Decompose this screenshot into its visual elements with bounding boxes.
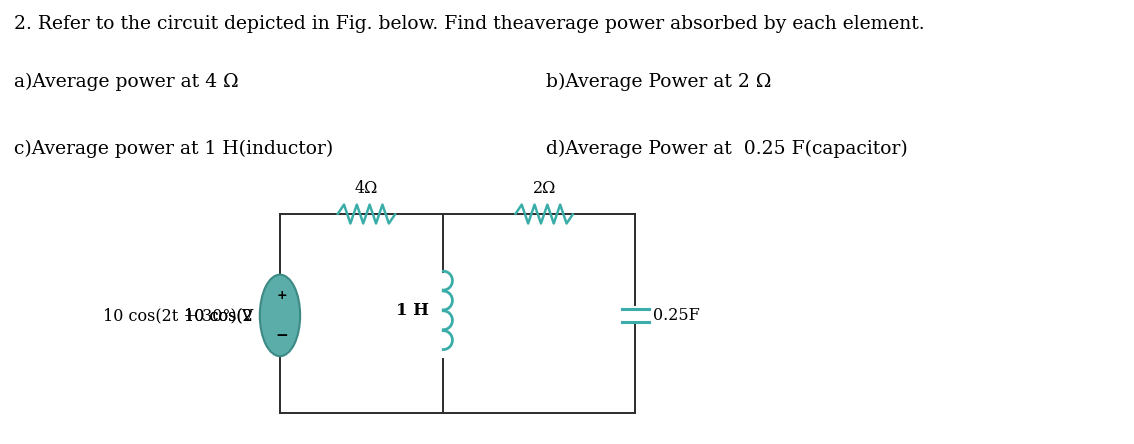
Text: b)Average Power at 2 Ω: b)Average Power at 2 Ω xyxy=(547,73,771,91)
Text: d)Average Power at  0.25 F(capacitor): d)Average Power at 0.25 F(capacitor) xyxy=(547,139,908,158)
Text: 10 cos(2: 10 cos(2 xyxy=(185,307,253,324)
Text: 2Ω: 2Ω xyxy=(533,180,556,197)
Text: a)Average power at 4 Ω: a)Average power at 4 Ω xyxy=(14,73,238,91)
Text: 10 cos(2: 10 cos(2 xyxy=(185,307,253,324)
Text: +: + xyxy=(277,289,287,302)
Text: 4Ω: 4Ω xyxy=(355,180,378,197)
Ellipse shape xyxy=(260,275,301,356)
Text: 1 H: 1 H xyxy=(396,302,429,319)
Text: 2. Refer to the circuit depicted in Fig. below. Find theaverage power absorbed b: 2. Refer to the circuit depicted in Fig.… xyxy=(14,15,924,33)
Text: c)Average power at 1 H(inductor): c)Average power at 1 H(inductor) xyxy=(14,139,333,158)
Text: 0.25F: 0.25F xyxy=(653,307,700,324)
Text: −: − xyxy=(276,328,288,343)
Text: 10 cos(2t + 30°) V: 10 cos(2t + 30°) V xyxy=(103,307,253,324)
